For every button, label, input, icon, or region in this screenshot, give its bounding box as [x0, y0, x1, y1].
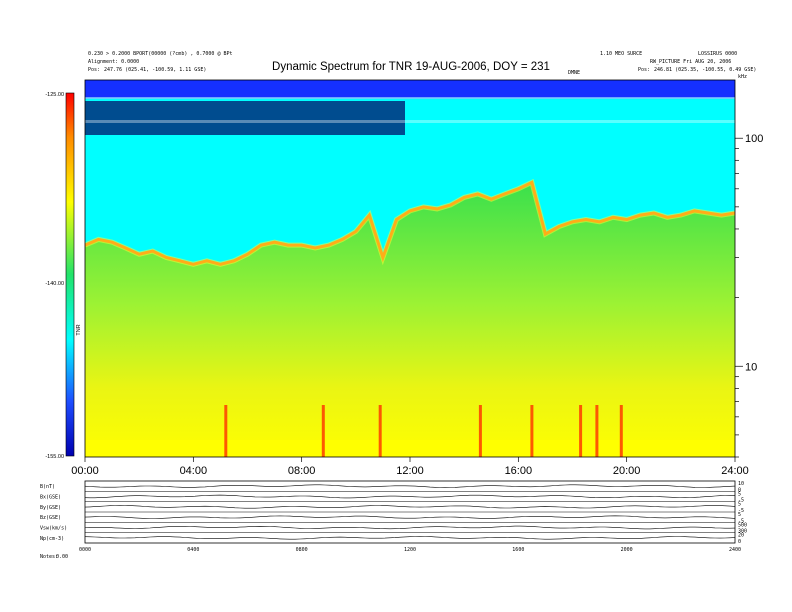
y-axis: 10 100 [735, 133, 763, 458]
lower-row-label: Bz(GSE) [40, 515, 61, 521]
x-tick-label: 20:00 [613, 465, 641, 477]
radio-burst-4 [530, 405, 534, 457]
lower-x-tick-label: 1600 [512, 547, 524, 553]
lower-row-label: Vsw(km/s) [40, 526, 67, 532]
colorbar-top-label: -125.00 [45, 92, 64, 98]
colorbar-axis-label: TNR [76, 324, 82, 335]
dark-absorption-region [85, 101, 405, 135]
lower-row-label: B(nT) [40, 484, 55, 490]
radio-burst-3 [478, 405, 482, 457]
header-left-line1: 0.230 > 0.2000 BPORT(00000 (?cmb) , 0.70… [88, 51, 233, 57]
spectrogram [85, 80, 735, 457]
top-band-divider [85, 97, 735, 99]
header-right-pos-label: Pos: [638, 67, 650, 73]
lower-row-tick: 10 [738, 481, 744, 487]
lower-row-tick: 5 [738, 491, 741, 497]
lower-trace [84, 536, 736, 540]
low-frequency-region [85, 182, 735, 457]
x-tick-label: 24:00 [721, 465, 749, 477]
lower-row-tick: 0 [738, 539, 741, 545]
lower-trace [84, 505, 736, 509]
lower-row-tick: 0 [738, 487, 741, 493]
lower-row-label: Bx(GSE) [40, 495, 61, 501]
x-tick-label: 12:00 [396, 465, 424, 477]
lower-row-tick: 300 [738, 529, 747, 535]
colorbar-mid-label: -140.00 [45, 281, 64, 287]
top-band [85, 80, 735, 98]
bottom-band [85, 440, 735, 457]
radio-burst-1 [321, 405, 325, 457]
lower-x-tick-label: 0400 [187, 547, 199, 553]
lower-row-tick: -5 [738, 518, 744, 524]
y-tick-label: 100 [745, 133, 763, 145]
radio-burst-6 [595, 405, 599, 457]
lower-row-tick: 5 [738, 502, 741, 508]
radio-burst-2 [378, 405, 382, 457]
header-left-pos-label: Pos: [88, 67, 100, 73]
burst-group [224, 405, 623, 457]
lower-x-tick-label: 0000 [79, 547, 91, 553]
header-center-small: DMNE [568, 70, 580, 76]
radio-burst-7 [619, 405, 623, 457]
lower-x-tick-label: 2000 [621, 547, 633, 553]
lower-panel: B(nT)100Bx(GSE)5-5By(GSE)5-5Bz(GSE)5-5Vs… [40, 480, 747, 560]
lower-x-tick-label: 1200 [404, 547, 416, 553]
colorbar-bottom-label: -155.00 [45, 454, 64, 460]
header-right-pos-value: 246.81 (025.35, -100.55, 0.49 GSE) [654, 67, 756, 73]
lower-x-tick-label: 2400 [729, 547, 741, 553]
lower-trace [84, 515, 736, 519]
x-tick-label: 08:00 [288, 465, 316, 477]
x-tick-label: 04:00 [180, 465, 208, 477]
header-right-line3: RW_PICTURE Fri AUG 20, 2006 [650, 59, 731, 65]
lower-footer-value: 0.00 [56, 554, 68, 560]
lower-x-tick-label: 0800 [296, 547, 308, 553]
chart-title: Dynamic Spectrum for TNR 19-AUG-2006, DO… [272, 61, 550, 73]
header-right-line1: 1.10 MEO SURCE [600, 51, 642, 57]
y-axis-unit: kHz [738, 74, 747, 80]
radio-burst-5 [579, 405, 583, 457]
y-tick-label: 10 [745, 361, 757, 373]
lower-row-label: By(GSE) [40, 505, 61, 511]
lower-trace [84, 494, 735, 499]
lower-row-tick: -5 [738, 508, 744, 514]
lower-row-tick: -5 [738, 498, 744, 504]
lower-row-label: Np(cm-3) [40, 536, 64, 542]
x-tick-label: 16:00 [505, 465, 533, 477]
radio-burst-0 [224, 405, 228, 457]
lower-row-tick: 20 [738, 533, 744, 539]
lower-trace [84, 484, 736, 488]
interference-line [85, 120, 735, 123]
plasma-line-halo [85, 178, 735, 267]
lower-footer-label: Notes: [40, 554, 58, 560]
x-tick-label: 00:00 [71, 465, 99, 477]
lower-row-tick: 500 [738, 522, 747, 528]
header-left-pos-value: 247.76 (025.41, -100.59, 1.11 GSE) [104, 67, 206, 73]
header-right-line2: LOSSIRUS 0000 [698, 51, 737, 57]
lower-row-tick: 5 [738, 512, 741, 518]
colorbar [65, 92, 75, 457]
x-axis: 00:00 04:00 08:00 12:00 16:00 20:00 24:00 [71, 457, 749, 477]
lower-trace [84, 525, 736, 530]
header-left-line2: Alignment: 0.0000 [88, 59, 139, 65]
